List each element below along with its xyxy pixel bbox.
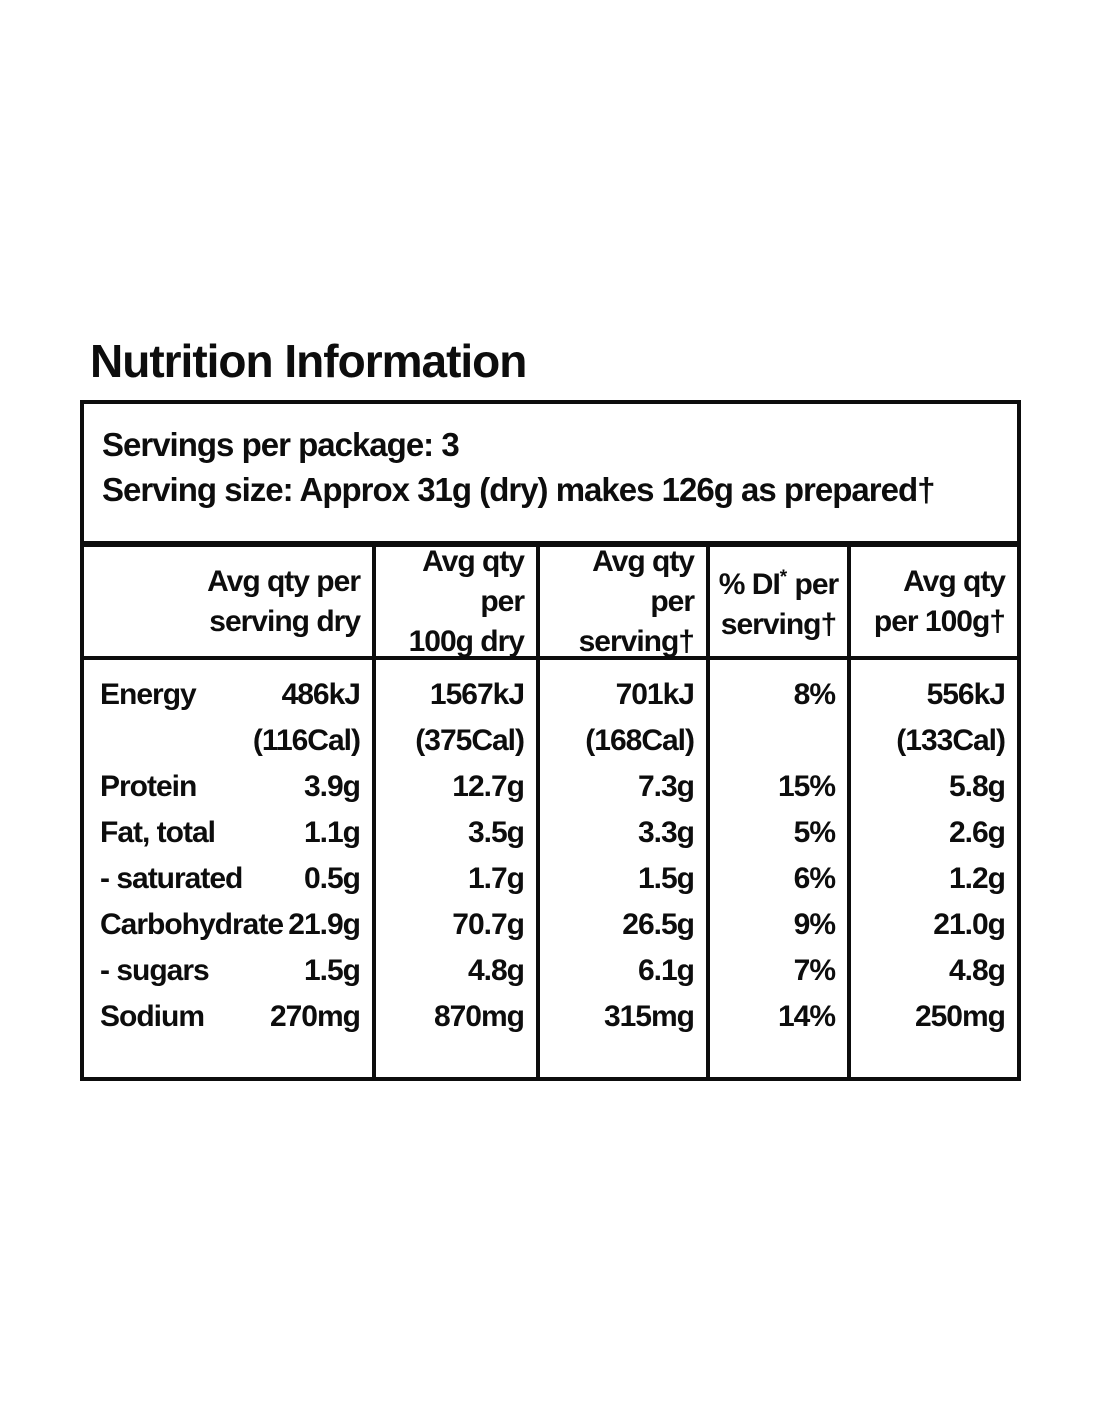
header-line: serving dry <box>209 604 361 638</box>
servings-section: Servings per package: 3 Serving size: Ap… <box>84 404 1017 541</box>
nutrient-label-protein: Protein <box>100 770 197 803</box>
column-di-per-serving: 8% 15% 5% 6% 9% 7% 14% <box>706 660 847 1077</box>
carbohydrate-per-100g: 21.0g <box>933 908 1006 941</box>
fat-per-100g: 2.6g <box>948 816 1006 849</box>
table-row: Sodium 270mg <box>100 994 361 1040</box>
energy-cal-per-100g: (133Cal) <box>896 724 1006 757</box>
carbohydrate-serving-dry: 21.9g <box>288 908 361 941</box>
header-line: serving† <box>720 608 837 641</box>
table-header-row: Avg qty per serving dry Avg qty per 100g… <box>84 545 1017 660</box>
di-text: % DI <box>718 568 781 601</box>
energy-cal-serving-dry: (116Cal) <box>252 724 361 757</box>
header-line: Avg qty per <box>207 564 361 598</box>
protein-per-100g: 5.8g <box>948 770 1006 803</box>
energy-kj-100g-dry: 1567kJ <box>429 678 525 711</box>
table-body: Energy 486kJ (116Cal) Protein 3.9g Fat, … <box>84 660 1017 1077</box>
table-row: Fat, total 1.1g <box>100 810 361 856</box>
protein-100g-dry: 12.7g <box>452 770 525 803</box>
saturated-per-100g: 1.2g <box>948 862 1006 895</box>
saturated-per-serving: 1.5g <box>637 862 695 895</box>
carbohydrate-100g-dry: 70.7g <box>452 908 525 941</box>
sodium-100g-dry: 870mg <box>433 1000 525 1033</box>
column-per-serving: 701kJ (168Cal) 7.3g 3.3g 1.5g 26.5g 6.1g… <box>536 660 706 1077</box>
sugars-serving-dry: 1.5g <box>303 954 361 987</box>
sugars-per-100g: 4.8g <box>948 954 1006 987</box>
fat-100g-dry: 3.5g <box>467 816 525 849</box>
energy-kj-serving-dry: 486kJ <box>281 678 361 711</box>
nutrient-label-carbohydrate: Carbohydrate <box>100 908 284 941</box>
sugars-100g-dry: 4.8g <box>467 954 525 987</box>
energy-di: 8% <box>793 678 836 711</box>
carbohydrate-per-serving: 26.5g <box>622 908 695 941</box>
header-line: 100g dry <box>408 624 525 658</box>
sodium-serving-dry: 270mg <box>269 1000 361 1033</box>
serving-size: Serving size: Approx 31g (dry) makes 126… <box>102 471 935 508</box>
table-row: Protein 3.9g <box>100 764 361 810</box>
section-divider <box>84 541 1017 547</box>
header-avg-qty-per-serving: Avg qty per serving† <box>536 545 706 658</box>
sodium-per-100g: 250mg <box>914 1000 1006 1033</box>
sugars-per-serving: 6.1g <box>637 954 695 987</box>
fat-per-serving: 3.3g <box>637 816 695 849</box>
energy-cal-100g-dry: (375Cal) <box>415 724 525 757</box>
protein-di: 15% <box>777 770 836 803</box>
header-line: % DI* per <box>714 558 843 605</box>
energy-kj-per-100g: 556kJ <box>926 678 1006 711</box>
protein-per-serving: 7.3g <box>637 770 695 803</box>
asterisk-footnote: * <box>779 567 788 588</box>
header-line: per 100g† <box>873 604 1006 638</box>
table-row: - sugars 1.5g <box>100 948 361 994</box>
energy-kj-per-serving: 701kJ <box>615 678 695 711</box>
sodium-di: 14% <box>777 1000 836 1033</box>
sodium-per-serving: 315mg <box>603 1000 695 1033</box>
energy-cal-di <box>710 718 835 764</box>
nutrient-label-fat-total: Fat, total <box>100 816 216 849</box>
nutrition-panel: Servings per package: 3 Serving size: Ap… <box>80 400 1021 1081</box>
column-per-100g: 556kJ (133Cal) 5.8g 2.6g 1.2g 21.0g 4.8g… <box>847 660 1017 1077</box>
saturated-serving-dry: 0.5g <box>303 862 361 895</box>
nutrient-label-sodium: Sodium <box>100 1000 205 1033</box>
header-line: Avg qty <box>592 544 695 578</box>
carbohydrate-di: 9% <box>793 908 836 941</box>
header-avg-qty-per-100g: Avg qty per 100g† <box>847 547 1017 656</box>
nutrient-label-energy: Energy <box>100 678 197 711</box>
table-row: Energy 486kJ <box>100 672 361 718</box>
sugars-di: 7% <box>793 954 836 987</box>
header-avg-qty-serving-dry: Avg qty per serving dry <box>84 547 372 656</box>
nutrient-label-sugars: - sugars <box>100 954 210 987</box>
fat-di: 5% <box>793 816 836 849</box>
column-100g-dry: 1567kJ (375Cal) 12.7g 3.5g 1.7g 70.7g 4.… <box>372 660 536 1077</box>
table-row: (116Cal) <box>100 718 361 764</box>
saturated-100g-dry: 1.7g <box>467 862 525 895</box>
header-line: Avg qty per <box>422 544 525 618</box>
header-di-per-serving: % DI* per serving† <box>706 547 847 656</box>
column-serving-dry: Energy 486kJ (116Cal) Protein 3.9g Fat, … <box>84 660 372 1077</box>
header-line: Avg qty <box>903 564 1006 598</box>
header-line: per serving† <box>578 584 695 658</box>
nutrient-label-saturated: - saturated <box>100 862 243 895</box>
protein-serving-dry: 3.9g <box>303 770 361 803</box>
table-row: - saturated 0.5g <box>100 856 361 902</box>
saturated-di: 6% <box>793 862 836 895</box>
energy-cal-per-serving: (168Cal) <box>585 724 695 757</box>
header-avg-qty-100g-dry: Avg qty per 100g dry <box>372 545 536 658</box>
fat-serving-dry: 1.1g <box>303 816 361 849</box>
table-row: Carbohydrate 21.9g <box>100 902 361 948</box>
di-text-post: per <box>787 568 840 601</box>
servings-per-package: Servings per package: 3 <box>102 426 460 463</box>
page-title: Nutrition Information <box>90 335 527 387</box>
